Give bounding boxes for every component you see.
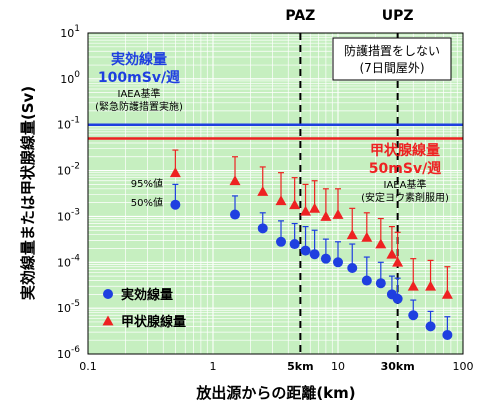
y-tick-label: 10-4 [57, 253, 80, 269]
effective-dose-limit-note: IAEA基準 [118, 87, 161, 100]
point-effective-dose [300, 245, 311, 256]
y-tick-label: 100 [60, 70, 80, 86]
effective-dose-limit-note: (緊急防護措置実施) [95, 100, 183, 113]
zone-label: UPZ [382, 8, 414, 24]
point-effective-dose [361, 275, 372, 286]
point-thyroid-dose [332, 209, 344, 219]
point-thyroid-dose [346, 229, 358, 240]
y-tick-label: 10-3 [57, 207, 80, 223]
point-effective-dose [309, 249, 320, 260]
x-tick-label: 0.1 [79, 360, 97, 373]
point-thyroid-dose [441, 288, 453, 299]
legend-effective-dose-label: 実効線量 [121, 287, 173, 303]
point-effective-dose [289, 239, 300, 250]
point-thyroid-dose [392, 256, 404, 267]
point-effective-dose [257, 223, 268, 234]
point-thyroid-dose [407, 280, 419, 291]
point-thyroid-dose [229, 175, 241, 186]
point-effective-dose [392, 293, 403, 304]
point-effective-dose [347, 263, 358, 274]
point-effective-dose [230, 209, 241, 220]
point-thyroid-dose [289, 199, 301, 210]
data-markers [169, 167, 453, 340]
point-effective-dose [333, 257, 343, 268]
thyroid-dose-limit-title: 甲状腺線量 [370, 142, 440, 159]
x-tick-label: 10 [331, 360, 345, 373]
y-tick-label: 10-6 [57, 345, 80, 361]
thyroid-dose-limit-value: 50mSv/週 [369, 161, 441, 177]
point-effective-dose [170, 199, 181, 210]
p95-label: 95%値 [131, 177, 163, 190]
reference-lines [88, 123, 463, 140]
point-effective-dose [320, 253, 331, 264]
note-box: 防護措置をしない (7日間屋外) [332, 37, 452, 81]
legend-effective-dose-marker [103, 289, 113, 299]
legend-thyroid-dose-marker [102, 315, 114, 326]
y-tick-label: 10-5 [57, 299, 80, 315]
point-effective-dose [375, 278, 386, 289]
note-box-frame [332, 37, 452, 81]
zone-label: PAZ [285, 8, 315, 24]
y-tick-labels: 101 100 10-1 10-2 10-3 10-4 10-5 10-6 [57, 24, 80, 361]
point-effective-dose [408, 310, 419, 321]
point-thyroid-dose [361, 231, 373, 242]
thyroid-dose-limit-note: IAEA基準 [384, 178, 427, 191]
p50-label: 50%値 [131, 196, 163, 209]
plot-frame [87, 32, 464, 355]
point-thyroid-dose [300, 205, 312, 216]
note-box-line: 防護措置をしない [344, 43, 440, 58]
note-box-line: (7日間屋外) [360, 61, 425, 75]
x-tick-labels: 0.1 1 5km 10 30km 100 [79, 360, 473, 373]
y-tick-label: 10-1 [57, 116, 80, 132]
point-thyroid-dose [320, 210, 332, 221]
annotations: 防護措置をしない(7日間屋外)実効線量100mSv/週IAEA基準(緊急防護措置… [95, 37, 452, 209]
y-axis-label: 実効線量または甲状腺線量(Sv) [19, 86, 37, 300]
y-tick-label: 10-2 [57, 162, 80, 178]
point-effective-dose [276, 236, 287, 247]
effective-dose-limit-title: 実効線量 [111, 51, 167, 68]
grid [88, 33, 463, 354]
point-thyroid-dose [386, 248, 398, 259]
x-tick-label: 100 [453, 360, 474, 373]
x-tick-label: 30km [381, 360, 415, 373]
x-tick-label: 5km [287, 360, 313, 373]
point-thyroid-dose [169, 167, 181, 178]
thyroid-dose-limit-note: (安定ヨウ素剤服用) [361, 191, 449, 204]
x-tick-label: 1 [210, 360, 217, 373]
effective-dose-limit-value: 100mSv/週 [98, 70, 180, 86]
point-thyroid-dose [425, 280, 437, 291]
legend-thyroid-dose-label: 甲状腺線量 [121, 314, 186, 330]
point-thyroid-dose [275, 195, 287, 206]
point-thyroid-dose [257, 185, 269, 196]
x-axis-label: 放出源からの距離(km) [195, 384, 355, 402]
point-thyroid-dose [375, 238, 387, 249]
point-effective-dose [442, 329, 453, 340]
point-thyroid-dose [309, 202, 321, 213]
point-effective-dose [425, 321, 436, 332]
y-tick-label: 101 [60, 24, 80, 40]
